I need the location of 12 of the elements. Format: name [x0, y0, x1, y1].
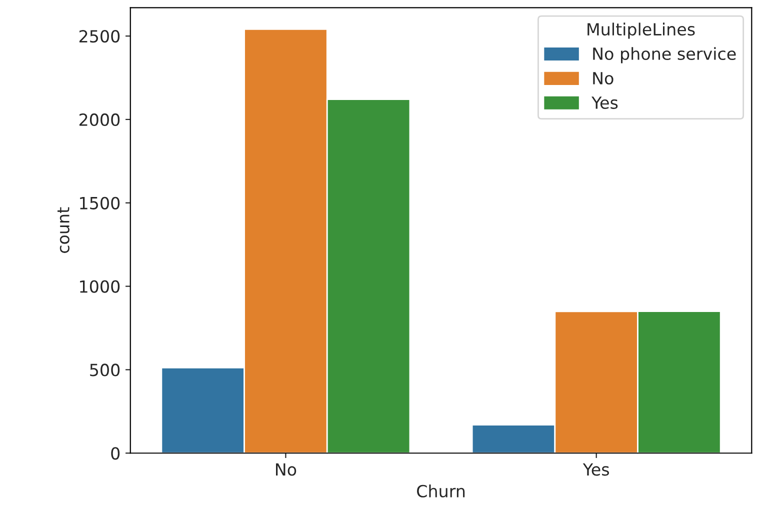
y-tick-label: 2000	[79, 113, 120, 126]
y-tick-label: 2500	[79, 30, 120, 43]
legend-label: No	[593, 72, 614, 85]
legend-title: MultipleLines	[588, 22, 695, 39]
x-axis-title: Churn	[417, 484, 465, 498]
y-tick-label: 0	[111, 447, 120, 460]
y-axis-title: count	[58, 207, 70, 253]
legend-label: No phone service	[593, 47, 736, 64]
y-tick-label: 1500	[80, 196, 120, 210]
y-tick-label: 500	[90, 364, 120, 376]
legend-label: Yes	[592, 96, 618, 109]
y-tick-label: 1000	[80, 280, 120, 293]
